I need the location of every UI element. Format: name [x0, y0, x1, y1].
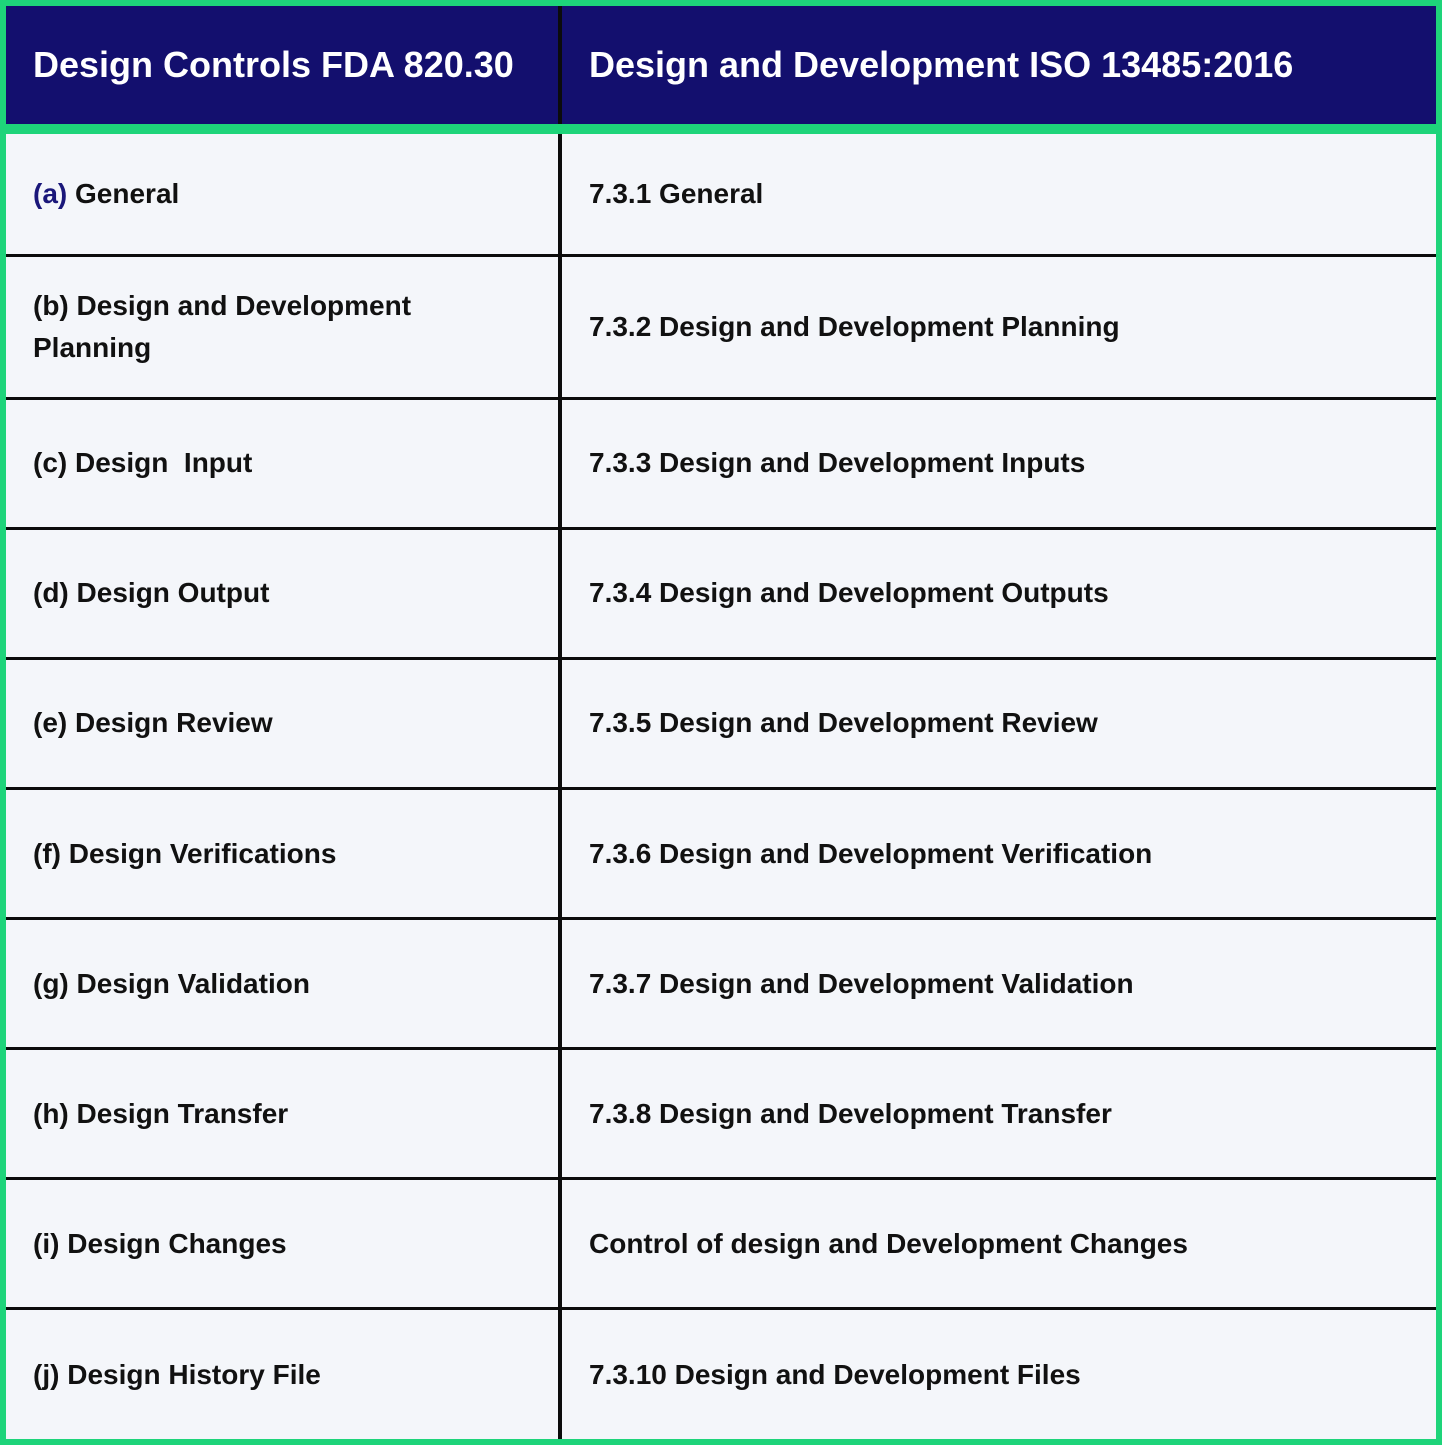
iso-cell: 7.3.1 General — [589, 177, 764, 209]
iso-cell: 7.3.8 Design and Development Transfer — [560, 1047, 1436, 1179]
header-iso: Design and Development ISO 13485:2016 — [560, 6, 1436, 134]
clause-letter: (b) — [33, 289, 69, 321]
clause-title: Design Transfer — [76, 1097, 289, 1129]
table-row: (e) Design Review 7.3.5 Design and Devel… — [6, 656, 1436, 789]
iso-cell: 7.3.2 Design and Development Planning — [560, 253, 1436, 399]
table-row: (f) Design Verifications 7.3.6 Design an… — [6, 786, 1436, 919]
clause-title: General — [75, 177, 180, 209]
fda-cell: (d) Design Output — [6, 526, 562, 659]
clause-title: Design Validation — [76, 967, 310, 999]
table-row: (a) General 7.3.1 General — [6, 129, 1436, 256]
clause-title: Design and Development Planning — [33, 289, 412, 363]
fda-cell: (b) Design and Development Planning — [6, 253, 562, 399]
clause-letter: (h) — [33, 1097, 69, 1129]
header-fda: Design Controls FDA 820.30 — [6, 6, 562, 134]
iso-cell: Control of design and Development Change… — [560, 1177, 1436, 1309]
fda-cell: (h) Design Transfer — [6, 1047, 562, 1179]
clause-letter: (d) — [33, 577, 69, 609]
clause-title: Design Input — [75, 447, 253, 479]
fda-cell: (c) Design Input — [6, 396, 562, 529]
iso-cell: 7.3.3 Design and Development Inputs — [560, 396, 1436, 529]
fda-cell: (i) Design Changes — [6, 1177, 562, 1309]
fda-cell: (f) Design Verifications — [6, 786, 562, 919]
fda-cell: (j) Design History File — [6, 1307, 562, 1439]
clause-title: Design Changes — [67, 1227, 287, 1259]
table-row: (c) Design Input 7.3.3 Design and Develo… — [6, 396, 1436, 529]
clause-letter: (g) — [33, 967, 69, 999]
clause-letter: (e) — [33, 707, 68, 739]
table-row: (d) Design Output 7.3.4 Design and Devel… — [6, 526, 1436, 659]
clause-letter: (j) — [33, 1358, 60, 1390]
table-row: (h) Design Transfer 7.3.8 Design and Dev… — [6, 1047, 1436, 1179]
clause-letter: (a) — [33, 177, 68, 209]
iso-cell: 7.3.4 Design and Development Outputs — [560, 526, 1436, 659]
table-row: (i) Design Changes Control of design and… — [6, 1177, 1436, 1309]
fda-cell: (e) Design Review — [6, 656, 562, 789]
fda-cell: (g) Design Validation — [6, 917, 562, 1049]
clause-title: Design Verifications — [68, 837, 337, 869]
fda-cell: (a) General — [6, 129, 562, 256]
clause-title: Design History File — [67, 1358, 321, 1390]
table-header-row: Design Controls FDA 820.30 Design and De… — [6, 6, 1436, 134]
iso-cell: 7.3.6 Design and Development Verificatio… — [560, 786, 1436, 919]
iso-cell: 7.3.5 Design and Development Review — [560, 656, 1436, 789]
table-row: (j) Design History File 7.3.10 Design an… — [6, 1307, 1436, 1439]
clause-letter: (i) — [33, 1227, 60, 1259]
clause-letter: (f) — [33, 837, 61, 869]
clause-letter: (c) — [33, 447, 68, 479]
comparison-table: Design Controls FDA 820.30 Design and De… — [6, 6, 1436, 1439]
iso-cell: 7.3.7 Design and Development Validation — [560, 917, 1436, 1049]
table-row: (g) Design Validation 7.3.7 Design and D… — [6, 917, 1436, 1049]
clause-title: Design Output — [76, 577, 270, 609]
table-row: (b) Design and Development Planning 7.3.… — [6, 253, 1436, 399]
clause-title: Design Review — [75, 707, 273, 739]
iso-cell: 7.3.10 Design and Development Files — [560, 1307, 1436, 1439]
